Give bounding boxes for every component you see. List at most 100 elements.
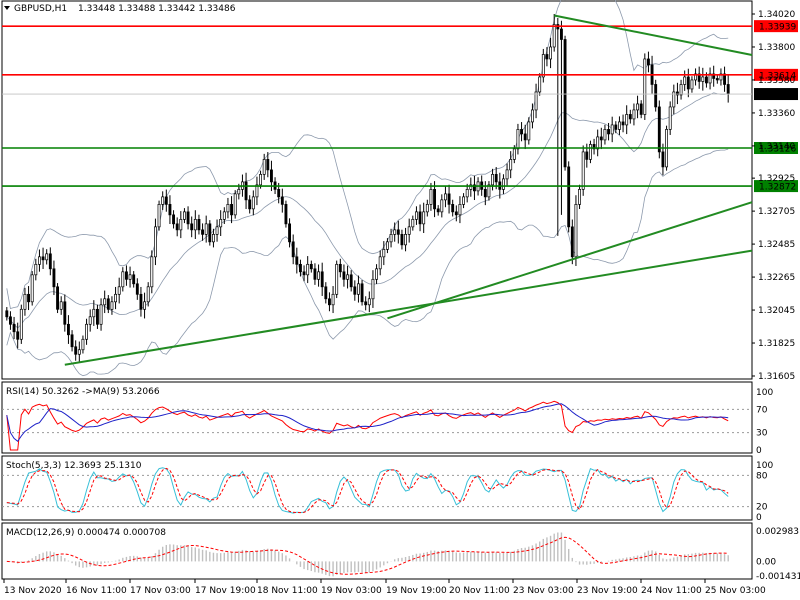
candle-body — [581, 151, 585, 190]
candle-body — [636, 103, 639, 111]
candle-body — [320, 271, 324, 288]
candle-body — [81, 338, 85, 351]
candle-body — [204, 223, 208, 235]
price-tick-label: 1.34020 — [758, 10, 795, 20]
trendline-2 — [387, 201, 753, 320]
candle-body — [284, 204, 288, 225]
rsi-axis-label: 70 — [756, 405, 768, 415]
candle-body — [491, 174, 495, 186]
candle-body — [342, 271, 346, 280]
candle-body — [657, 106, 661, 153]
price-tag-support — [754, 142, 798, 155]
time-tick-label: 17 Nov 03:00 — [130, 586, 191, 596]
bollinger-middle-line — [6, 92, 729, 329]
candle-body — [197, 219, 201, 231]
candle-body — [502, 178, 505, 190]
current-price-text: 1.33486 — [759, 91, 796, 101]
candle-body — [563, 39, 567, 168]
candle-body — [668, 106, 672, 130]
candle-body — [625, 114, 629, 126]
candle-body — [215, 226, 219, 235]
candle-body — [37, 256, 41, 265]
macd-layer: 0.002983 0.00 -0.001431 — [6, 527, 800, 582]
candle-body — [353, 286, 357, 295]
candle-body — [41, 256, 45, 261]
candle-body — [661, 151, 665, 168]
price-tag-text: 1.33614 — [759, 71, 796, 81]
macd-axis-label: 0.00 — [756, 557, 776, 567]
candle-body — [208, 223, 212, 243]
macd-label: MACD(12,26,9) 0.000474 0.000708 — [6, 528, 166, 538]
candle-body — [444, 193, 447, 201]
candle-body — [465, 189, 469, 198]
candle-body — [617, 121, 621, 130]
candle-body — [654, 84, 658, 108]
candle-body — [726, 84, 730, 94]
candle-body — [708, 73, 712, 84]
candle-body — [288, 223, 292, 243]
candle-body — [324, 286, 328, 300]
candle-body — [168, 204, 172, 216]
candle-body — [230, 204, 234, 216]
candle-body — [357, 283, 360, 295]
candle-body — [59, 301, 63, 310]
candle-body — [299, 263, 302, 273]
candle-body — [567, 166, 571, 228]
macd-signal-line — [6, 536, 729, 575]
candle-body — [458, 204, 462, 216]
candle-body — [179, 219, 183, 231]
candle-body — [360, 283, 364, 303]
candle-body — [462, 196, 466, 205]
rsi-axis-label: 100 — [756, 388, 773, 398]
candle-body — [494, 174, 498, 183]
stoch-panel[interactable] — [1, 455, 753, 521]
rsi-label: RSI(14) 50.3262 ->MA(9) 53.2066 — [6, 387, 160, 397]
candle-body — [639, 103, 643, 115]
candle-body — [16, 331, 20, 340]
candle-body — [150, 256, 154, 288]
candle-body — [346, 274, 350, 280]
candle-body — [266, 159, 270, 171]
candle-body — [99, 304, 103, 325]
stoch-axis-label: 0 — [756, 513, 762, 523]
candle-body — [400, 233, 404, 246]
candle-body — [280, 196, 284, 205]
candle-body — [683, 76, 687, 85]
candle-body — [375, 268, 379, 280]
candle-body — [255, 184, 259, 198]
rsi-axis-label: 0 — [756, 446, 762, 456]
candle-body — [436, 208, 440, 213]
price-tick-label: 1.33580 — [758, 76, 795, 86]
candle-body — [12, 323, 16, 333]
candle-body — [52, 268, 56, 288]
price-tag-text: 1.32872 — [759, 183, 796, 193]
macd-axis-label: -0.001431 — [756, 572, 800, 582]
main-panel[interactable] — [1, 0, 753, 380]
candle-body — [672, 91, 676, 108]
trendline-3 — [553, 14, 753, 56]
candle-body — [128, 274, 132, 280]
triangle-down-icon[interactable] — [4, 6, 10, 10]
macd-panel[interactable] — [1, 522, 753, 580]
candle-body — [451, 204, 455, 213]
candle-body — [422, 211, 426, 225]
rsi-layer: 100 70 30 0 — [2, 388, 773, 456]
stoch-axis-label: 20 — [756, 503, 768, 513]
time-tick-label: 23 Nov 03:00 — [513, 586, 574, 596]
candle-body — [95, 308, 99, 325]
candle-body — [30, 274, 34, 303]
candle-body — [302, 271, 306, 276]
price-tag-support — [754, 180, 798, 193]
candle-body — [19, 308, 23, 340]
candle-body — [610, 124, 614, 135]
candle-body — [505, 169, 509, 180]
candle-body — [157, 204, 161, 228]
macd-axis-label: 0.002983 — [756, 527, 799, 537]
price-tick-label: 1.33360 — [758, 109, 795, 119]
candle-body — [212, 233, 215, 243]
candle-body — [487, 184, 491, 198]
candle-body — [603, 129, 607, 141]
candle-body — [135, 283, 139, 295]
